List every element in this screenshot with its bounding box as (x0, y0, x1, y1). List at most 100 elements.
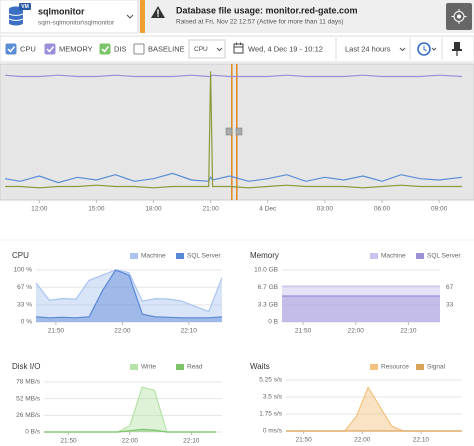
legend-label: SQL Server (187, 253, 222, 260)
x-tick-label: 21:00 (203, 206, 220, 213)
db-icon (8, 3, 31, 26)
y-tick-label: 0 % (21, 319, 32, 326)
y-tick-label: 10.0 GB (254, 267, 278, 274)
chevron (216, 47, 223, 52)
pin-icon[interactable] (452, 42, 462, 56)
locate-icon (451, 9, 467, 24)
metric-checkbox[interactable] (99, 43, 111, 55)
panel-title: CPU (12, 251, 29, 260)
series-line (35, 269, 223, 313)
legend-swatch (416, 364, 424, 370)
y-tick-label: 26 MB/s (16, 412, 41, 419)
y-tick-label: 33 % (17, 302, 32, 309)
x-tick-label: 21:50 (295, 437, 312, 444)
legend-label: Machine (141, 253, 166, 260)
x-tick-label: 21:50 (60, 438, 77, 445)
x-tick-label: 18:00 (145, 206, 162, 213)
x-tick-label: 12:00 (31, 206, 48, 213)
baseline-metric-select[interactable] (188, 39, 226, 59)
y-tick-label: 0 ms/s (263, 428, 283, 435)
legend-swatch (130, 253, 138, 259)
y-tick-label: 0 B (268, 319, 278, 326)
series-line (35, 269, 223, 319)
calendar-icon (233, 42, 244, 54)
y-tick-label: 67 % (17, 284, 32, 291)
series-area (36, 270, 222, 322)
metric-checkbox[interactable] (5, 43, 17, 55)
x-tick-label: 09:00 (431, 206, 448, 213)
metric-checkbox[interactable] (44, 43, 56, 55)
x-tick-label: 22:10 (413, 437, 430, 444)
warning-icon (151, 6, 165, 18)
series-area (286, 387, 462, 431)
legend-label: SQL Server (427, 253, 462, 260)
legend-swatch (370, 253, 378, 259)
x-tick-label: 22:10 (181, 328, 198, 335)
x-tick-label: 03:00 (317, 206, 334, 213)
instance-name: sqlmonitor (38, 6, 85, 16)
y-tick-label: 100 % (14, 267, 33, 274)
y2-tick-label: 67 (446, 284, 454, 291)
legend-swatch (416, 253, 424, 259)
x-tick-label: 4 Dec (259, 206, 277, 213)
legend-swatch (130, 364, 138, 370)
x-tick-label: 21:50 (295, 328, 312, 335)
checkmark (46, 46, 55, 53)
baseline-checkbox[interactable] (133, 43, 145, 55)
metric-label: DISK (114, 44, 132, 53)
alert-title[interactable]: Database file usage: monitor.red-gate.co… (176, 5, 358, 15)
timeline-line (4, 74, 463, 78)
series-area (36, 270, 222, 322)
alert-stripe (140, 0, 145, 33)
x-tick-label: 22:10 (400, 328, 417, 335)
y-tick-label: 5.25 s/s (259, 377, 283, 384)
x-tick-label: 22:00 (114, 328, 131, 335)
series-area (282, 296, 440, 322)
panel-title: Disk I/O (12, 362, 40, 371)
range-select[interactable]: Last 24 hours (345, 44, 391, 53)
toolbar (0, 35, 474, 63)
y-tick-label: 1.75 s/s (259, 411, 283, 418)
series-line (44, 386, 216, 433)
legend-label: Resource (381, 364, 409, 371)
x-tick-label: 22:00 (348, 328, 365, 335)
x-tick-label: 21:50 (48, 328, 65, 335)
legend-swatch (370, 364, 378, 370)
baseline-label[interactable]: BASELINE (148, 44, 185, 53)
date-picker[interactable]: Wed, 4 Dec 19 - 10:12 (248, 44, 323, 53)
panel-title: Memory (250, 251, 279, 260)
x-tick-label: 22:00 (122, 438, 139, 445)
y-tick-label: 3.5 s/s (263, 394, 283, 401)
y-tick-label: 78 MB/s (16, 379, 41, 386)
legend-label: Write (141, 364, 156, 371)
selection-handle[interactable] (235, 127, 243, 136)
timeline-line (5, 71, 462, 189)
baseline-metric[interactable]: CPU (194, 46, 208, 53)
y-tick-label: 3.3 GB (258, 302, 278, 309)
checkmark (7, 46, 16, 53)
metric-label: MEMORY (59, 44, 93, 53)
legend-label: Signal (427, 364, 446, 371)
x-tick-label: 15:00 (88, 206, 105, 213)
checkmark (101, 46, 110, 53)
x-tick-label: 22:10 (183, 438, 200, 445)
chevron (399, 47, 406, 52)
selection-handle[interactable] (225, 127, 233, 136)
x-tick-label: 06:00 (374, 206, 391, 213)
panel-title: Waits (250, 362, 270, 371)
chevron[interactable] (126, 14, 134, 19)
legend-label: Machine (381, 253, 406, 260)
y-tick-label: 6.7 GB (258, 284, 278, 291)
legend-swatch (176, 253, 184, 259)
legend-swatch (176, 364, 184, 370)
legend-label: Read (187, 364, 203, 371)
y-tick-label: 0 B/s (25, 429, 41, 436)
vm-badge: VM (21, 4, 29, 10)
x-tick-label: 22:00 (354, 437, 371, 444)
history-icon[interactable] (417, 42, 437, 56)
metric-label: CPU (20, 44, 36, 53)
alert-detail: Raised at Fri, Nov 22 12:57 (Active for … (176, 19, 344, 26)
series-area (282, 286, 440, 322)
